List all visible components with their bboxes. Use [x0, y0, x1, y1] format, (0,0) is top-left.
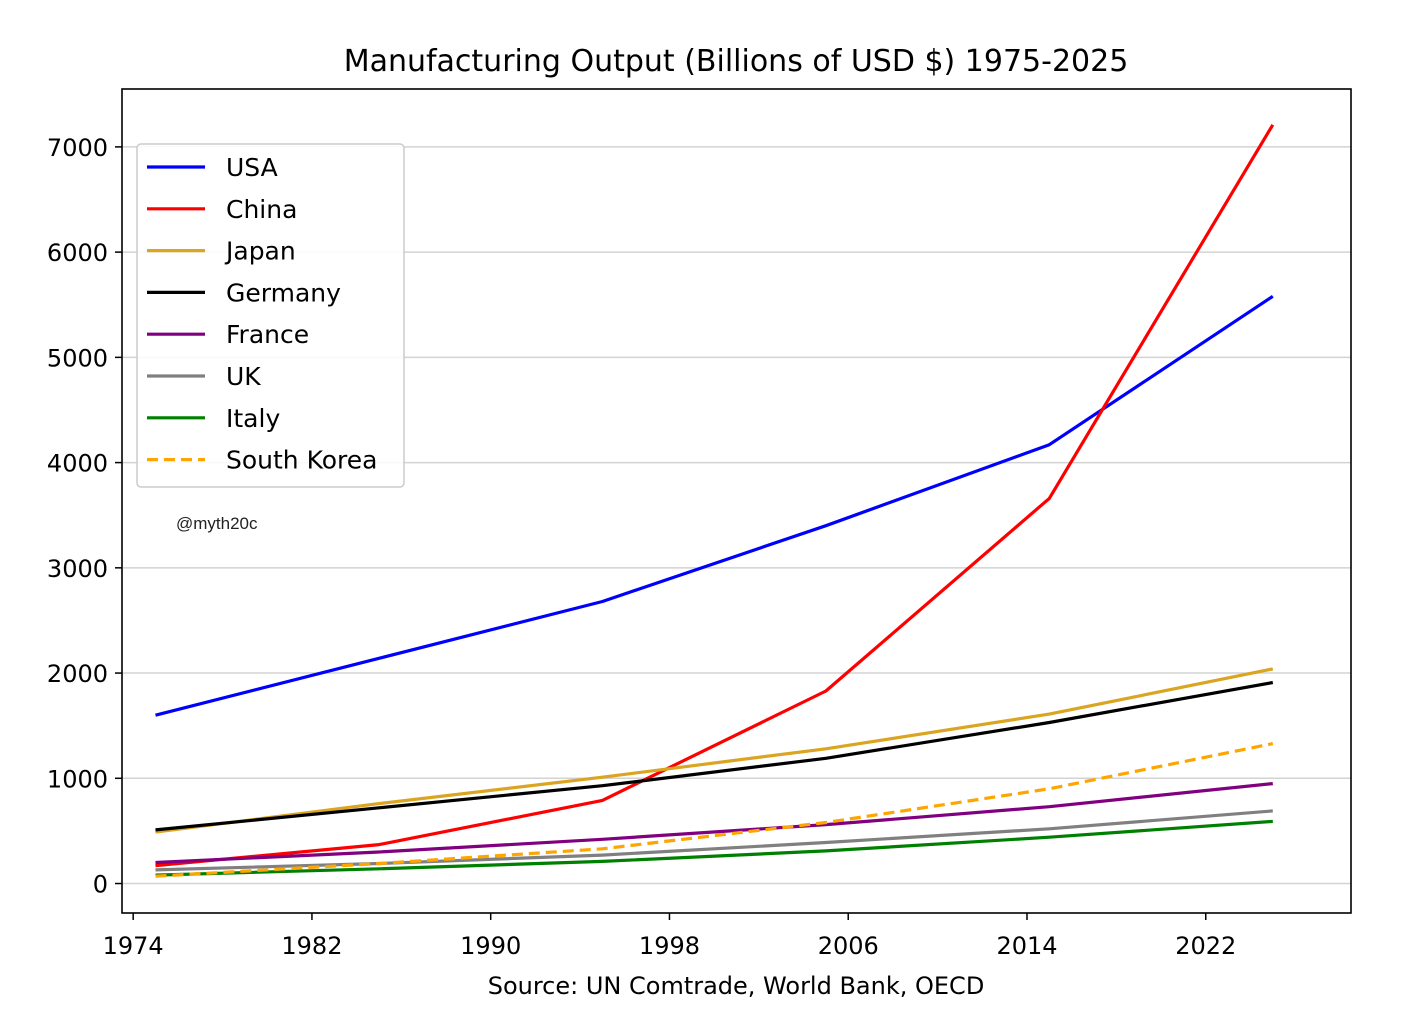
series-line-usa	[155, 294, 1274, 717]
legend-label-japan: Japan	[224, 237, 296, 266]
y-tick-label: 0	[93, 871, 108, 899]
legend-box	[136, 143, 405, 488]
x-tick-label: 2006	[818, 932, 879, 960]
x-tick-label: 1974	[103, 932, 164, 960]
chart-title: Manufacturing Output (Billions of USD $)…	[344, 44, 1129, 79]
legend-label-usa: USA	[226, 153, 278, 182]
y-tick-label: 5000	[47, 344, 108, 372]
y-tick-label: 3000	[47, 555, 108, 583]
legend-label-uk: UK	[226, 362, 261, 391]
series-line-japan	[155, 667, 1274, 834]
x-tick-label: 1990	[460, 932, 521, 960]
legend-label-south-korea: South Korea	[226, 446, 377, 475]
legend-label-germany: Germany	[226, 278, 341, 307]
x-axis-label: Source: UN Comtrade, World Bank, OECD	[488, 972, 985, 1000]
y-tick-label: 7000	[47, 134, 108, 162]
x-tick-label: 2014	[996, 932, 1057, 960]
y-axis: 0 1000 2000 3000 4000 5000 6000 7000	[47, 134, 122, 899]
series-line-italy	[155, 819, 1273, 877]
legend: USA China Japan Germany France UK Italy South K…	[136, 143, 405, 488]
series-line-france	[155, 782, 1273, 865]
legend-label-italy: Italy	[226, 404, 280, 433]
legend-label-china: China	[226, 195, 297, 224]
y-tick-label: 2000	[47, 660, 108, 688]
plot-frame	[121, 88, 1352, 914]
x-tick-label: 1982	[281, 932, 342, 960]
series-line-south-korea	[155, 742, 1274, 878]
x-axis: 1974 1982 1990 1998 2006 2014 2022	[103, 913, 1236, 960]
series-lines	[155, 123, 1275, 878]
y-tick-label: 6000	[47, 239, 108, 267]
series-line-china	[155, 123, 1275, 868]
legend-label-france: France	[226, 320, 309, 349]
watermark-annotation: @myth20c	[176, 514, 258, 533]
series-line-uk	[155, 809, 1273, 872]
x-tick-label: 1998	[639, 932, 700, 960]
series-line-germany	[155, 680, 1274, 832]
y-tick-label: 1000	[47, 765, 108, 793]
x-tick-label: 2022	[1175, 932, 1236, 960]
y-tick-label: 4000	[47, 450, 108, 478]
